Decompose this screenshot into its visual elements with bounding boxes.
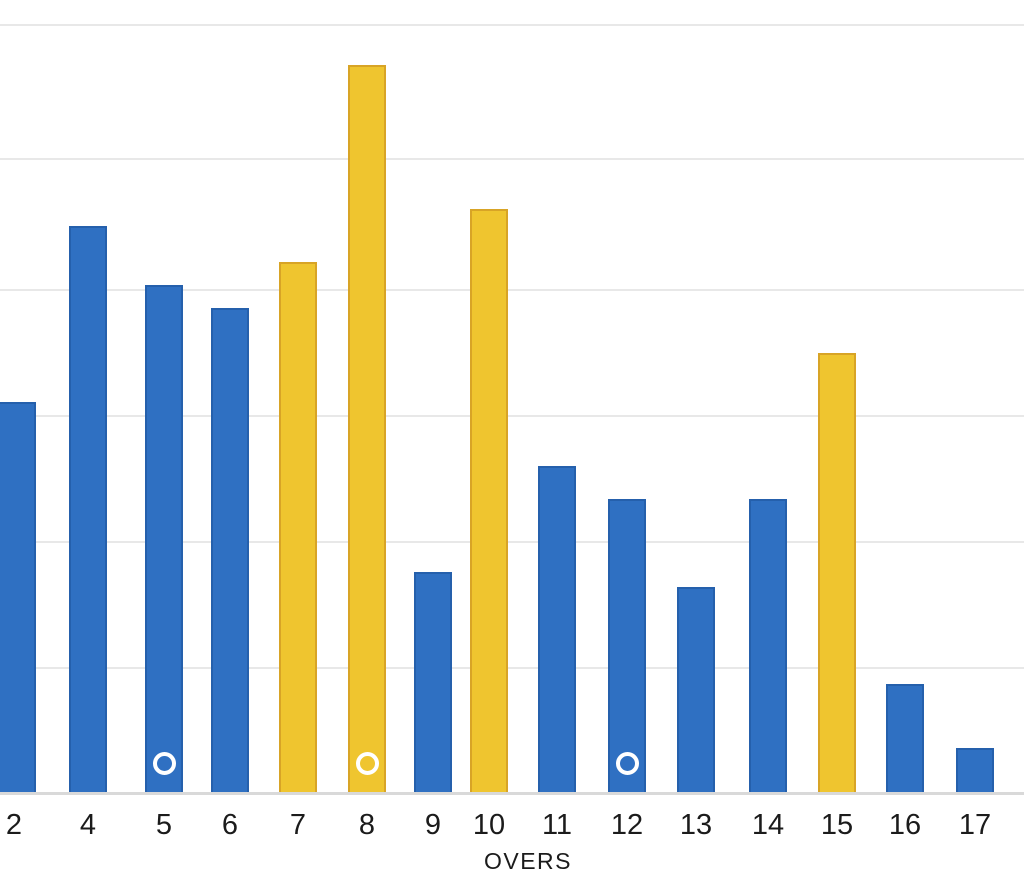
x-tick-label-10: 10: [472, 809, 506, 841]
x-tick-label-15: 15: [820, 809, 854, 841]
x-tick-label-16: 16: [888, 809, 922, 841]
bar-over-6: [211, 308, 249, 793]
x-tick-label-5: 5: [155, 809, 173, 841]
gridline-4: [0, 541, 1024, 543]
bar-over-17: [956, 748, 994, 793]
bar-over-10: [470, 209, 508, 793]
bar-over-8: [348, 65, 386, 793]
x-tick-label-14: 14: [751, 809, 785, 841]
bar-over-12: [608, 499, 646, 793]
x-axis-line: [0, 792, 1024, 795]
bar-over-14: [749, 499, 787, 793]
bar-over-7: [279, 262, 317, 793]
x-tick-label-12: 12: [610, 809, 644, 841]
x-tick-label-6: 6: [221, 809, 239, 841]
bar-over-9: [414, 572, 452, 793]
bar-over-15: [818, 353, 856, 793]
x-tick-label-4: 4: [79, 809, 97, 841]
x-tick-label-11: 11: [541, 809, 573, 841]
gridline-5: [0, 667, 1024, 669]
gridline-1: [0, 158, 1024, 160]
wicket-indicator-over-5: [153, 752, 176, 775]
bar-over-4: [69, 226, 107, 793]
bar-over-2: [0, 402, 36, 793]
x-axis-title: OVERS: [483, 848, 573, 874]
gridline-0: [0, 24, 1024, 26]
wicket-indicator-over-8: [356, 752, 379, 775]
gridline-3: [0, 415, 1024, 417]
bar-over-11: [538, 466, 576, 793]
gridline-2: [0, 289, 1024, 291]
bar-over-16: [886, 684, 924, 793]
x-tick-label-8: 8: [358, 809, 376, 841]
x-tick-label-17: 17: [958, 809, 992, 841]
bar-over-5: [145, 285, 183, 793]
x-tick-label-7: 7: [289, 809, 307, 841]
wicket-indicator-over-12: [616, 752, 639, 775]
x-tick-label-13: 13: [679, 809, 713, 841]
x-tick-label-9: 9: [424, 809, 442, 841]
bar-over-13: [677, 587, 715, 793]
x-tick-label-2: 2: [5, 809, 23, 841]
